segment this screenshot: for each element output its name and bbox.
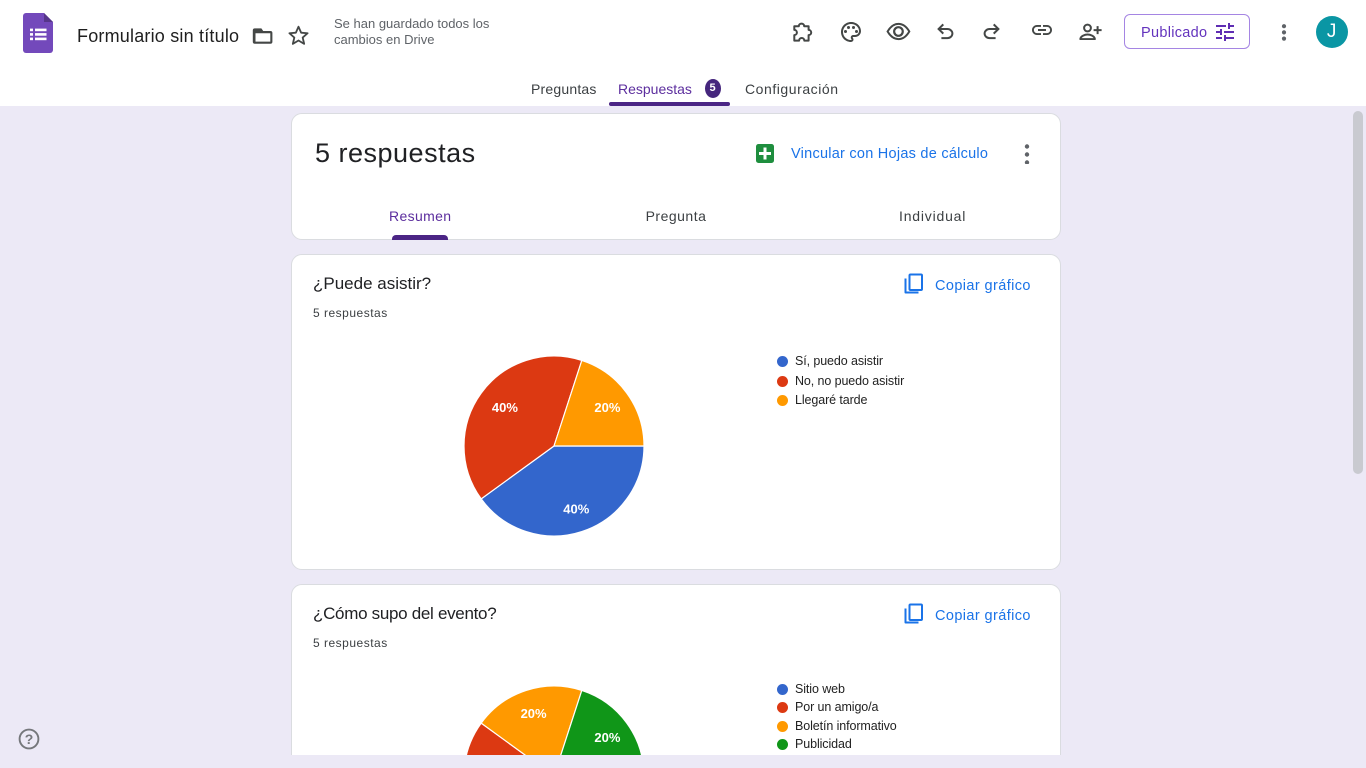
svg-text:20%: 20% xyxy=(594,730,620,745)
svg-text:20%: 20% xyxy=(521,706,547,721)
svg-text:40%: 40% xyxy=(563,501,589,516)
svg-text:40%: 40% xyxy=(492,400,518,415)
svg-text:?: ? xyxy=(25,731,34,747)
svg-text:20%: 20% xyxy=(594,400,620,415)
